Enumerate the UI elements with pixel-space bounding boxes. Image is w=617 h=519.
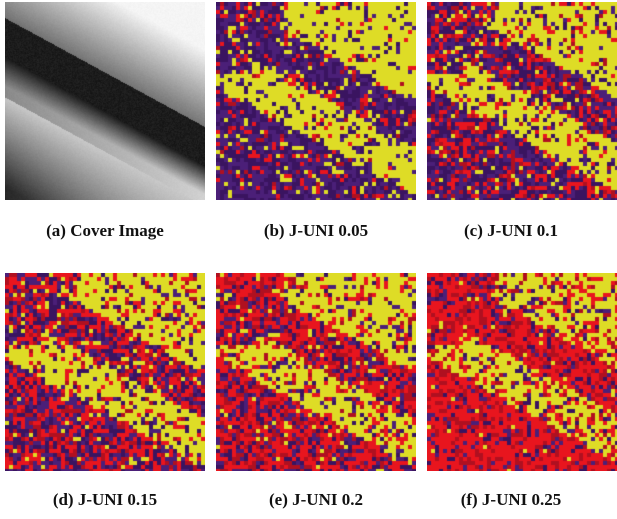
caption-e: (e) J-UNI 0.2 xyxy=(269,490,363,509)
caption-f: (f) J-UNI 0.25 xyxy=(460,490,562,509)
caption-b: (b) J-UNI 0.05 xyxy=(263,221,369,240)
embedding-map-e xyxy=(216,273,416,471)
embedding-map-d xyxy=(5,273,205,471)
embedding-map-b xyxy=(216,2,416,200)
figure-panel-d xyxy=(5,273,205,471)
figure-panel-b xyxy=(216,2,416,200)
figure-panel-a xyxy=(5,2,205,200)
caption-d: (d) J-UNI 0.15 xyxy=(52,490,158,509)
figure-panel-f xyxy=(427,273,617,471)
caption-a: (a) Cover Image xyxy=(46,221,164,240)
embedding-map-f xyxy=(427,273,617,471)
caption-c: (c) J-UNI 0.1 xyxy=(464,221,558,240)
embedding-map-c xyxy=(427,2,617,200)
figure-panel-e xyxy=(216,273,416,471)
cover-image xyxy=(5,2,205,200)
figure-panel-c xyxy=(427,2,617,200)
